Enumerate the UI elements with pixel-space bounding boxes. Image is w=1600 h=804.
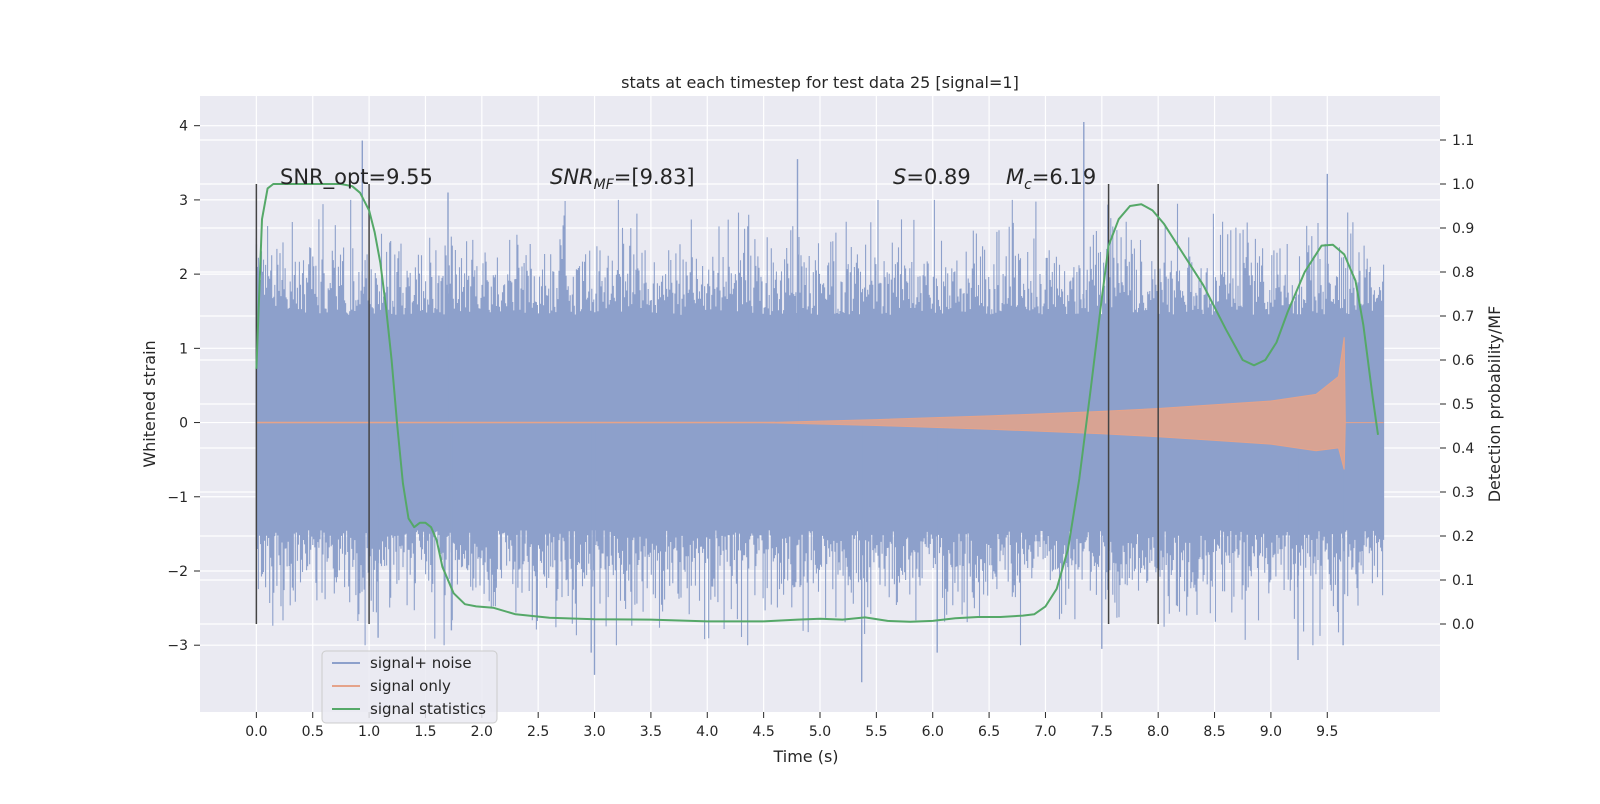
x-tick-label: 3.5 xyxy=(640,724,662,740)
annotation-snr-mf-label: SNR xyxy=(550,165,594,189)
y-left-tick-label: 1 xyxy=(179,341,188,357)
annotation-snr-opt: SNR_opt=9.55 xyxy=(280,165,433,190)
annotation-mc-sub: c xyxy=(1024,177,1032,193)
legend-label-signal-noise: signal+ noise xyxy=(370,654,472,672)
legend: signal+ noise signal only signal statist… xyxy=(321,650,498,724)
y-right-tick-label: 0.9 xyxy=(1452,221,1474,237)
y-left-tick-label: 0 xyxy=(179,416,188,432)
y-right-tick-label: 0.3 xyxy=(1452,485,1474,501)
y-right-tick-label: 1.1 xyxy=(1452,133,1474,149)
x-tick-label: 8.0 xyxy=(1147,724,1169,740)
y-right-tick-label: 0.8 xyxy=(1452,265,1474,281)
y-right-tick-label: 0.6 xyxy=(1452,353,1474,369)
annotation-mc-label: M xyxy=(1006,165,1024,189)
y-left-tick-label: −1 xyxy=(167,490,188,506)
annotation-mc-value: =6.19 xyxy=(1032,165,1096,189)
signal-statistics-line xyxy=(255,183,1379,623)
y-right-tick-label: 0.2 xyxy=(1452,529,1474,545)
annotation-snr-mf-sub: MF xyxy=(594,177,615,193)
x-tick-label: 6.0 xyxy=(922,724,944,740)
vline-layer xyxy=(255,184,1159,624)
legend-frame xyxy=(321,650,498,724)
annotation-s: S=0.89 xyxy=(893,165,971,189)
x-tick-label: 1.0 xyxy=(358,724,380,740)
y-right-tick-label: 0.7 xyxy=(1452,309,1474,325)
x-tick-label: 5.0 xyxy=(809,724,831,740)
chirp-layer xyxy=(256,337,1384,470)
legend-label-signal-only: signal only xyxy=(370,677,451,695)
annotation-snr-mf: SNRMF=[9.83] xyxy=(550,165,695,193)
x-tick-label: 6.5 xyxy=(978,724,1000,740)
x-tick-label: 8.5 xyxy=(1203,724,1225,740)
axes-layer: 0.0 0.5 1.0 1.5 2.0 2.5 3.0 3.5 4.0 4.5 5.0 5.5 6.0 6… xyxy=(167,119,1474,740)
y-left-tick-label: 2 xyxy=(179,267,188,283)
y-right-tick-label: 0.0 xyxy=(1452,617,1474,633)
signal-only-envelope xyxy=(256,337,1384,470)
x-axis-label: Time (s) xyxy=(772,747,838,766)
x-tick-label: 2.0 xyxy=(471,724,493,740)
chart-title: stats at each timestep for test data 25 … xyxy=(621,73,1019,92)
y-right-tick-label: 0.1 xyxy=(1452,573,1474,589)
y-axis-label-right: Detection probability/MF xyxy=(1485,306,1504,503)
x-tick-label: 1.5 xyxy=(414,724,436,740)
x-tick-label: 7.0 xyxy=(1034,724,1056,740)
y-left-tick-label: −3 xyxy=(167,638,188,654)
x-tick-label: 2.5 xyxy=(527,724,549,740)
y-right-tick-label: 1.0 xyxy=(1452,177,1474,193)
annotation-s-value: =0.89 xyxy=(906,165,970,189)
y-left-tick-label: 3 xyxy=(179,193,188,209)
x-tick-label: 4.0 xyxy=(696,724,718,740)
annotation-snr-mf-value: =[9.83] xyxy=(614,165,695,189)
x-tick-label: 9.0 xyxy=(1260,724,1282,740)
stat-layer xyxy=(255,183,1379,623)
x-tick-label: 4.5 xyxy=(753,724,775,740)
x-tick-label: 9.5 xyxy=(1316,724,1338,740)
y-left-tick-label: 4 xyxy=(179,119,188,135)
y-axis-label-left: Whitened strain xyxy=(140,340,159,467)
x-tick-label: 5.5 xyxy=(865,724,887,740)
annotation-mc: Mc=6.19 xyxy=(1006,165,1096,193)
annotation-s-label: S xyxy=(893,165,906,189)
x-tick-label: 7.5 xyxy=(1091,724,1113,740)
x-tick-label: 0.0 xyxy=(245,724,267,740)
y-left-tick-label: −2 xyxy=(167,564,188,580)
x-tick-label: 3.0 xyxy=(583,724,605,740)
y-right-tick-label: 0.5 xyxy=(1452,397,1474,413)
x-tick-label: 0.5 xyxy=(302,724,324,740)
legend-label-signal-statistics: signal statistics xyxy=(370,700,486,718)
y-right-tick-label: 0.4 xyxy=(1452,441,1474,457)
